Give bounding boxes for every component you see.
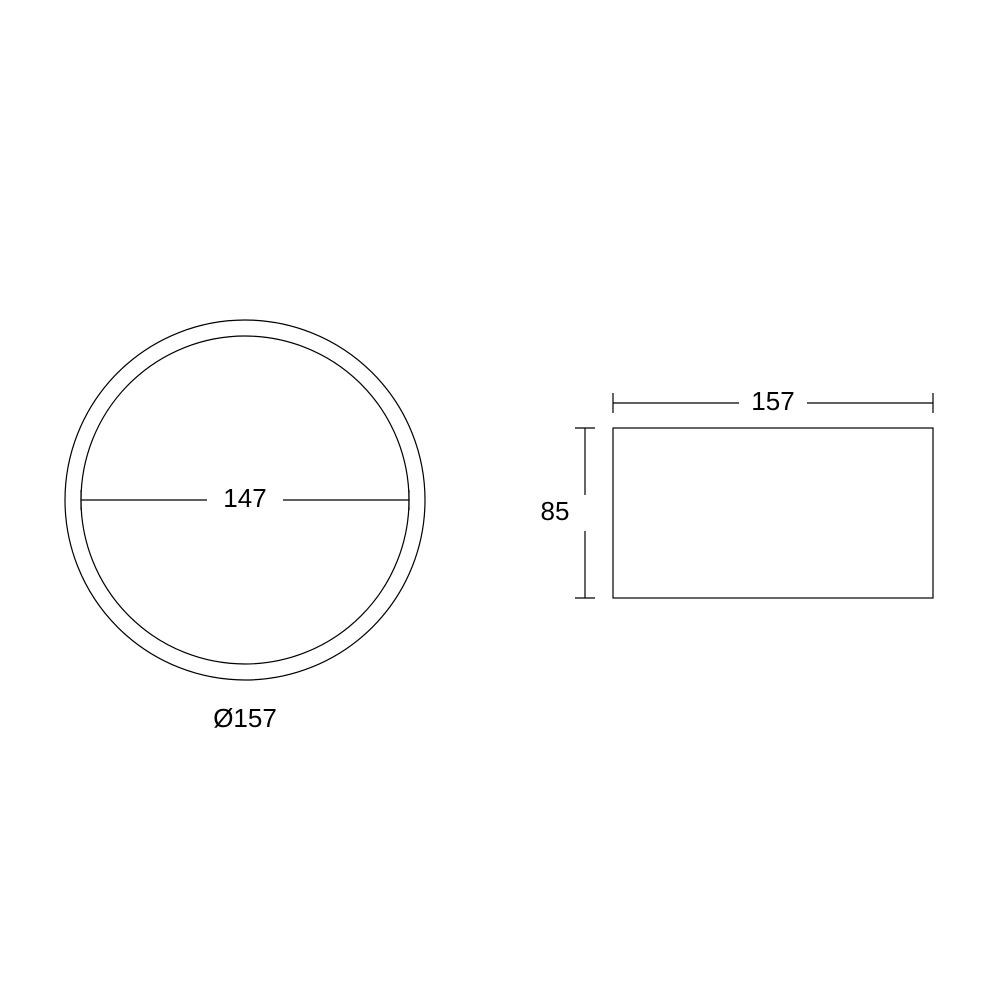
inner-diameter-label: 147 — [223, 483, 266, 513]
rect-side-view: 157 85 — [541, 386, 933, 598]
circle-plan-view: 147 Ø157 — [65, 320, 425, 733]
outer-diameter-label: Ø157 — [213, 703, 277, 733]
height-dimension-label: 85 — [541, 496, 570, 526]
width-dimension-label: 157 — [751, 386, 794, 416]
height-dimension — [575, 428, 595, 598]
side-rectangle — [613, 428, 933, 598]
